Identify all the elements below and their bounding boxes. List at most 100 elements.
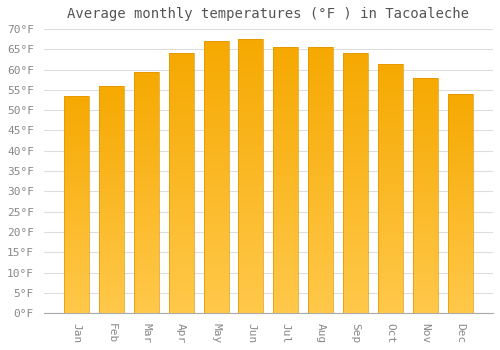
Bar (134, 149, 159, 151)
Bar (134, 161, 159, 163)
Bar (238, 288, 264, 291)
Bar (308, 281, 333, 284)
Bar (273, 111, 298, 114)
Bar (412, 181, 438, 184)
Bar (64, 211, 89, 213)
Bar (64, 142, 89, 144)
Bar (99, 90, 124, 93)
Bar (308, 90, 333, 92)
Bar (308, 209, 333, 212)
Bar (134, 241, 159, 243)
Bar (273, 279, 298, 281)
Bar (378, 74, 403, 76)
Bar (204, 202, 229, 204)
Bar (134, 96, 159, 98)
Bar (412, 169, 438, 172)
Bar (308, 63, 333, 66)
Bar (412, 289, 438, 292)
Bar (99, 97, 124, 99)
Bar (134, 103, 159, 105)
Bar (168, 186, 194, 188)
Bar (273, 225, 298, 228)
Bar (238, 152, 264, 154)
Bar (64, 135, 89, 137)
Bar (168, 56, 194, 58)
Bar (204, 270, 229, 272)
Bar (412, 200, 438, 202)
Bar (378, 126, 403, 128)
Bar (308, 135, 333, 138)
Bar (64, 155, 89, 157)
Bar (64, 283, 89, 285)
Bar (238, 234, 264, 236)
Bar (99, 147, 124, 149)
Bar (168, 152, 194, 155)
Bar (378, 66, 403, 69)
Bar (343, 285, 368, 287)
Bar (64, 183, 89, 185)
Bar (238, 154, 264, 157)
Bar (343, 108, 368, 111)
Bar (308, 77, 333, 79)
Bar (99, 202, 124, 204)
Bar (412, 101, 438, 104)
Bar (64, 289, 89, 292)
Bar (412, 85, 438, 87)
Bar (64, 207, 89, 209)
Bar (204, 180, 229, 183)
Bar (64, 292, 89, 294)
Bar (308, 188, 333, 191)
Bar (448, 265, 472, 267)
Bar (412, 153, 438, 155)
Bar (378, 303, 403, 306)
Bar (308, 162, 333, 164)
Bar (64, 126, 89, 128)
Bar (378, 176, 403, 178)
Bar (99, 295, 124, 297)
Bar (308, 199, 333, 202)
Bar (99, 265, 124, 268)
Bar (168, 201, 194, 204)
Bar (308, 58, 333, 61)
Bar (273, 177, 298, 180)
Bar (64, 161, 89, 163)
Bar (99, 156, 124, 159)
Bar (273, 199, 298, 202)
Bar (168, 144, 194, 147)
Bar (99, 177, 124, 179)
Bar (412, 250, 438, 252)
Bar (412, 125, 438, 127)
Bar (64, 148, 89, 150)
Bar (99, 304, 124, 306)
Bar (308, 276, 333, 279)
Bar (308, 220, 333, 223)
Bar (343, 243, 368, 246)
Bar (412, 167, 438, 169)
Bar (238, 256, 264, 258)
Bar (308, 61, 333, 63)
Bar (378, 108, 403, 111)
Bar (64, 196, 89, 198)
Bar (273, 55, 298, 58)
Bar (448, 309, 472, 311)
Bar (99, 247, 124, 250)
Bar (343, 199, 368, 201)
Bar (343, 240, 368, 243)
Bar (412, 308, 438, 311)
Bar (343, 168, 368, 170)
Bar (64, 163, 89, 166)
Bar (238, 45, 264, 47)
Bar (134, 202, 159, 204)
Bar (168, 170, 194, 173)
Bar (238, 253, 264, 256)
Bar (378, 273, 403, 276)
Bar (238, 39, 264, 313)
Bar (238, 275, 264, 278)
Bar (168, 116, 194, 118)
Bar (343, 77, 368, 79)
Bar (308, 138, 333, 140)
Bar (273, 98, 298, 100)
Bar (343, 233, 368, 235)
Bar (64, 96, 89, 313)
Bar (448, 285, 472, 287)
